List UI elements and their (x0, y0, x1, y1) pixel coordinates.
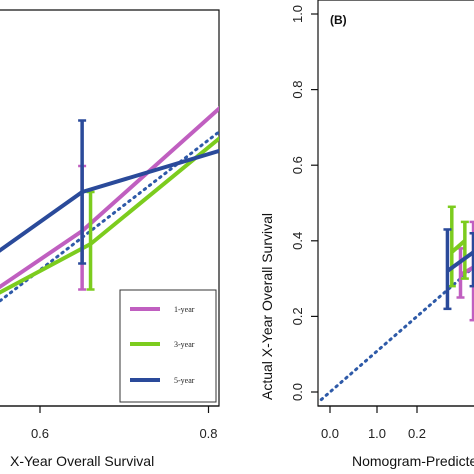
panel-a-series-line-3-year (0, 136, 219, 295)
y-tick-label: 0.0 (290, 383, 305, 401)
panel-b-error-bar-3-year (460, 220, 469, 280)
panel-b-error-bar-5-year (443, 228, 452, 311)
panel-a-series-group (0, 10, 314, 295)
y-tick-label: 0.8 (290, 81, 305, 99)
panel-a-x-axis: 0.6 0.8 1.0 (0, 405, 386, 441)
y-tick-label: 0.4 (290, 232, 305, 250)
y-tick-label: 1.0 (290, 5, 305, 23)
panel-b: (B) 0.0 0.2 0.4 0.6 0.8 1.0 0.0 0.2 Actual X-Y… (259, 0, 474, 469)
x-tick-label: 0.0 (321, 426, 339, 441)
x-tick-label: 0.8 (199, 426, 217, 441)
y-tick-label: 0.2 (290, 307, 305, 325)
x-tick-label: 0.6 (31, 426, 49, 441)
panel-b-frame (317, 0, 474, 407)
panel-a-error-bar-1-year (238, 10, 246, 147)
y-tick-label: 0.6 (290, 156, 305, 174)
panel-a-series-line-5-year (0, 148, 219, 253)
panel-a-x-axis-title: X-Year Overall Survival (10, 453, 154, 469)
panel-a-error-bar-3-year (306, 17, 314, 63)
panel-a-error-bar-5-year (306, 17, 314, 43)
panel-b-series-line-3-year (450, 239, 467, 254)
legend-label-5-year: 5-year (174, 376, 195, 385)
x-tick-label: 0.2 (408, 426, 426, 441)
panel-b-series-line-1-year (459, 265, 474, 277)
panel-a-error-bar-3-year (221, 10, 229, 173)
panel-a: 0.6 0.8 1.0 X-Year Overall Survival 1-year… (0, 9, 386, 469)
panel-b-x-axis-title: Nomogram-Predicted X-Year Overall Surviv… (352, 453, 474, 469)
panel-b-tag: (B) (330, 13, 347, 27)
panel-b-series-line-5-year (446, 250, 474, 273)
panel-a-error-bar-5-year (78, 119, 87, 265)
x-tick-label: 1.0 (368, 426, 386, 441)
panel-b-x-axis: 0.0 0.2 (318, 405, 474, 441)
panel-a-error-bar-5-year (230, 95, 238, 193)
panel-b-error-bar-5-year (469, 231, 474, 288)
legend-label-1-year: 1-year (174, 305, 195, 314)
panel-a-legend: 1-year 3-year 5-year (119, 289, 217, 403)
panel-b-series-group (443, 205, 474, 322)
legend-label-3-year: 3-year (174, 340, 195, 349)
panel-a-series-line-1-year (0, 106, 219, 290)
panel-b-y-axis: 0.0 0.2 0.4 0.6 0.8 1.0 (290, 5, 318, 401)
panel-b-y-axis-title: Actual X-Year Overall Survival (259, 213, 275, 400)
